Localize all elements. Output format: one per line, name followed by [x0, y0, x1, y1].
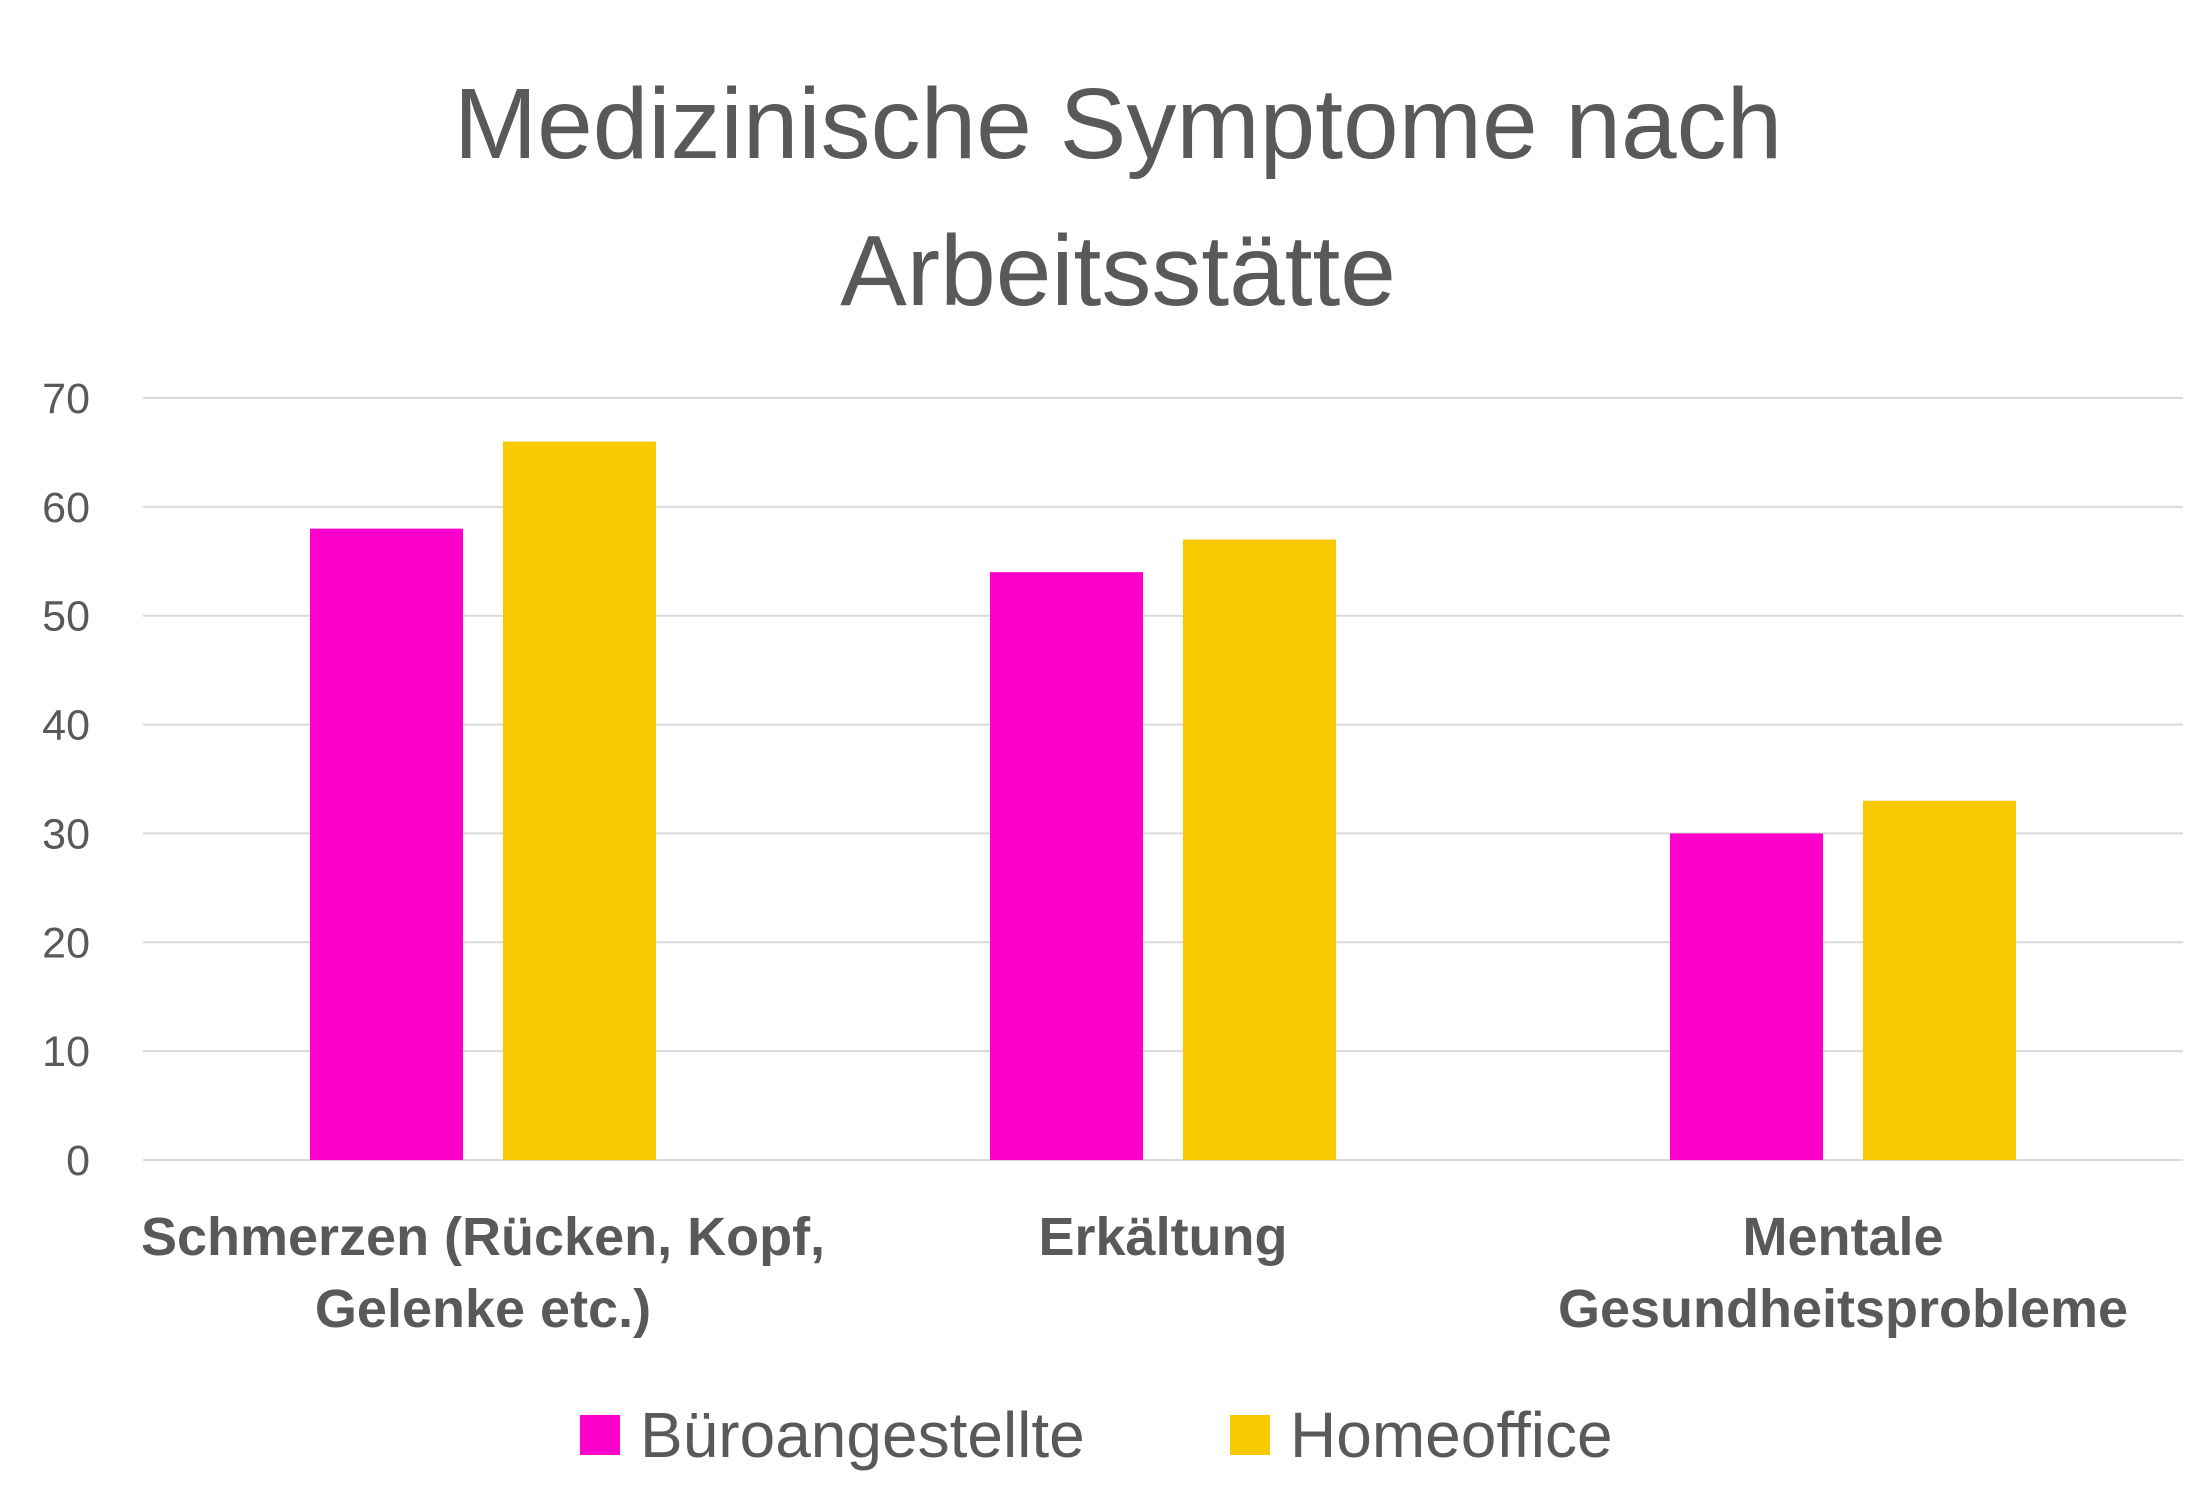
bar-b-roangestellte [1670, 833, 1823, 1160]
x-category-label: Schmerzen (Rücken, Kopf, [141, 1207, 825, 1267]
y-axis-ticks: 0 10 20 30 40 50 60 70 [42, 375, 90, 1185]
x-category-label: Gesundheitsprobleme [1558, 1279, 2128, 1339]
bar-homeoffice [1863, 800, 2016, 1160]
y-tick-label: 60 [42, 484, 90, 532]
y-tick-label: 40 [42, 702, 90, 750]
y-tick-label: 20 [42, 919, 90, 967]
x-category-label: Erkältung [1038, 1207, 1287, 1267]
y-tick-label: 0 [66, 1137, 90, 1185]
legend-label: Büroangestellte [640, 1399, 1085, 1471]
y-tick-label: 30 [42, 810, 90, 858]
legend-swatch [1230, 1415, 1270, 1455]
bars [310, 441, 2016, 1160]
x-category-label: Mentale [1742, 1207, 1943, 1267]
legend-swatch [580, 1415, 620, 1455]
x-axis-categories: Schmerzen (Rücken, Kopf, Gelenke etc.) Erk… [141, 1207, 2128, 1339]
gridlines [143, 397, 2183, 1161]
bar-homeoffice [503, 441, 656, 1160]
y-tick-label: 70 [42, 375, 90, 423]
bar-b-roangestellte [310, 528, 463, 1160]
legend: Büroangestellte Homeoffice [580, 1399, 1613, 1471]
chart-title-line: Arbeitsstätte [840, 215, 1396, 327]
x-category-label: Gelenke etc.) [315, 1279, 651, 1339]
y-tick-label: 50 [42, 593, 90, 641]
bar-b-roangestellte [990, 572, 1143, 1160]
chart-title-line: Medizinische Symptome nach [454, 68, 1782, 180]
y-tick-label: 10 [42, 1028, 90, 1076]
chart-title: Medizinische Symptome nach Arbeitsstätte [454, 68, 1782, 327]
legend-label: Homeoffice [1290, 1399, 1613, 1471]
bar-homeoffice [1183, 539, 1336, 1160]
